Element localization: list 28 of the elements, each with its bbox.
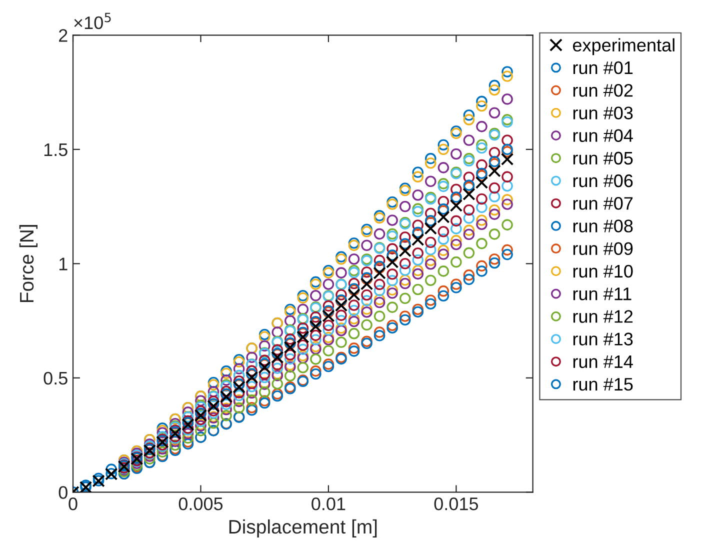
legend-label: run #07 — [573, 197, 633, 210]
legend-label: run #02 — [573, 84, 633, 97]
legend-label: run #06 — [573, 174, 633, 188]
legend-label: run #09 — [573, 242, 633, 256]
legend-label: run #13 — [573, 332, 633, 346]
x-axis-title: Displacement [m] — [229, 519, 377, 538]
y-tick-label: 2 — [59, 29, 68, 42]
legend-label: run #11 — [573, 288, 632, 300]
y-tick-label: 1 — [59, 258, 68, 270]
text: ×10$^{5}$ — [74, 12, 111, 30]
legend-label: run #05 — [573, 152, 633, 165]
y-axis-title: Force [N] — [19, 225, 38, 302]
y-tick-label: 0 — [58, 486, 68, 499]
legend-label: run #14 — [573, 355, 633, 368]
legend-label: run #08 — [573, 220, 633, 232]
legend-label: run #04 — [573, 129, 633, 142]
legend-label: run #15 — [573, 378, 633, 391]
x-tick-label: 0 — [68, 497, 78, 510]
x-tick-label: 0.005 — [178, 497, 223, 510]
legend-label: run #01 — [573, 61, 633, 74]
legend-label: run #03 — [573, 106, 633, 120]
legend-label: run #12 — [573, 310, 633, 323]
y-tick-label: 1.5 — [44, 144, 68, 156]
y-tick-label: 0.5 — [44, 372, 68, 385]
x-tick-label: 0.015 — [434, 497, 478, 510]
legend-label: run #10 — [573, 264, 633, 278]
legend-label: experimental — [572, 38, 674, 56]
x-tick-label: 0.01 — [312, 497, 346, 510]
